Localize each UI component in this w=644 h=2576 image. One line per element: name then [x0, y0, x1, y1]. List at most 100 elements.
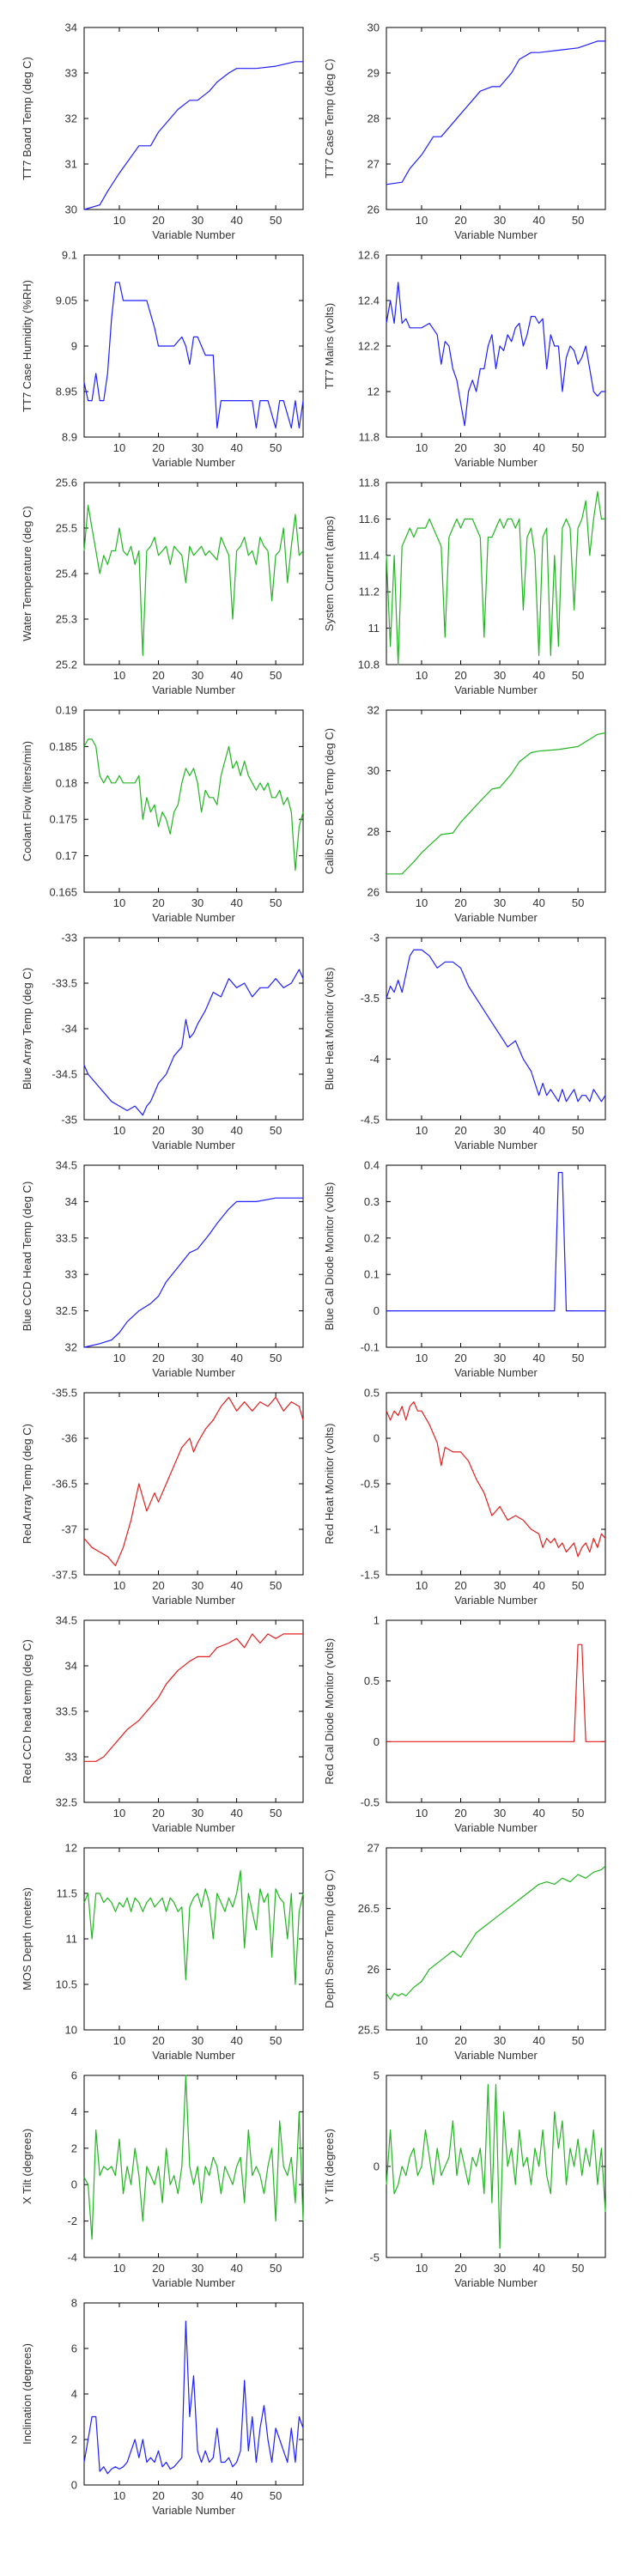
- x-tick-label: 50: [270, 2034, 282, 2047]
- y-axis-label: Red Cal Diode Monitor (volts): [323, 1638, 336, 1785]
- y-tick-label: 6: [71, 2069, 77, 2082]
- x-tick-label: 10: [416, 669, 428, 682]
- chart-panel: 10 20 30 40 50 11.8 12 12.2 12.4 12.6 Variable Num…: [323, 249, 606, 469]
- series-line: [386, 1643, 605, 1742]
- x-axis-label: Variable Number: [152, 683, 235, 696]
- x-tick-label: 50: [270, 441, 282, 454]
- x-tick-label: 20: [454, 1807, 466, 1820]
- y-tick-label: 0.3: [364, 1195, 380, 1208]
- x-tick-label: 50: [572, 669, 584, 682]
- y-tick-label: -34.5: [52, 1068, 77, 1081]
- plot-frame: [386, 254, 606, 438]
- x-tick-label: 50: [572, 214, 584, 227]
- series-line: [386, 1865, 606, 2001]
- x-tick-label: 40: [230, 1352, 242, 1364]
- y-tick-label: -1.5: [361, 1569, 380, 1582]
- y-tick-label: 9.1: [62, 249, 77, 262]
- y-axis-label: Blue Array Temp (deg C): [21, 968, 33, 1090]
- x-tick-label: 20: [454, 214, 466, 227]
- chart-panel: 10 20 30 40 50 -35 -34.5 -34 -33.5 -33 Variable Nu…: [21, 932, 304, 1151]
- y-tick-label: 10: [65, 2024, 77, 2037]
- x-tick-label: 50: [572, 1124, 584, 1137]
- x-tick-label: 50: [270, 896, 282, 909]
- y-tick-label: 30: [65, 204, 77, 216]
- y-tick-label: 2: [71, 2433, 77, 2446]
- x-tick-label: 10: [113, 669, 125, 682]
- y-tick-label: 9.05: [56, 295, 77, 307]
- x-tick-label: 10: [113, 1579, 125, 1592]
- x-axis-label: Variable Number: [454, 1821, 538, 1834]
- plot-frame: [83, 2302, 304, 2486]
- x-tick-label: 30: [494, 1807, 506, 1820]
- y-tick-label: 34: [65, 1660, 77, 1673]
- x-tick-label: 40: [532, 1579, 544, 1592]
- x-tick-label: 30: [494, 1352, 506, 1364]
- y-tick-label: 0.4: [364, 1159, 380, 1172]
- y-tick-label: 32.5: [56, 1304, 77, 1317]
- x-axis-label: Variable Number: [454, 683, 538, 696]
- chart-panel: 10 20 30 40 50 0 2 4 6 8 Variable Number Inclinatio…: [21, 2297, 304, 2517]
- y-tick-label: 0.1: [364, 1268, 380, 1281]
- x-axis-label: Variable Number: [152, 228, 235, 241]
- x-tick-label: 20: [152, 214, 164, 227]
- x-tick-label: 40: [230, 1807, 242, 1820]
- y-tick-label: 1: [374, 1614, 380, 1627]
- plot-frame: [83, 709, 304, 893]
- y-tick-label: -0.5: [361, 1796, 380, 1809]
- y-tick-label: 0.5: [364, 1387, 380, 1400]
- y-tick-label: 25.5: [56, 522, 77, 535]
- y-axis-label: TT7 Case Temp (deg C): [323, 58, 336, 178]
- chart-panel: 10 20 30 40 50 10.8 11 11.2 11.4 11.6 11.8 Variable…: [323, 477, 606, 696]
- chart-panel: 10 20 30 40 50 30 31 32 33 34 Variable Number TT7 B…: [21, 21, 304, 241]
- y-tick-label: 0.165: [49, 886, 77, 899]
- y-tick-label: 12.4: [358, 295, 380, 307]
- y-tick-label: 33: [65, 1751, 77, 1764]
- x-tick-label: 40: [532, 2034, 544, 2047]
- x-tick-label: 10: [416, 441, 428, 454]
- y-tick-label: 32: [65, 112, 77, 125]
- y-axis-label: Blue CCD Head Temp (deg C): [21, 1182, 33, 1332]
- chart-panel: 10 20 30 40 50 -1.5 -1 -0.5 0 0.5 Variable Number R…: [323, 1387, 606, 1607]
- y-tick-label: 11.5: [57, 1887, 77, 1900]
- y-tick-label: 11.8: [359, 431, 380, 444]
- x-tick-label: 40: [230, 2489, 242, 2502]
- x-axis-label: Variable Number: [152, 1366, 235, 1379]
- y-tick-label: 0.2: [364, 1231, 380, 1244]
- y-tick-label: -35: [61, 1114, 77, 1127]
- x-tick-label: 40: [532, 1807, 544, 1820]
- x-tick-label: 20: [152, 1352, 164, 1364]
- y-tick-label: 33.5: [56, 1705, 77, 1718]
- x-tick-label: 40: [230, 669, 242, 682]
- series-line: [83, 738, 304, 872]
- y-axis-label: TT7 Case Humidity (%RH): [21, 280, 33, 412]
- y-tick-label: -36.5: [52, 1478, 77, 1491]
- y-tick-label: 25.3: [56, 613, 77, 626]
- x-tick-label: 40: [532, 896, 544, 909]
- y-tick-label: -34: [61, 1023, 77, 1036]
- y-tick-label: -1: [369, 1523, 380, 1536]
- x-tick-label: 40: [230, 214, 242, 227]
- chart-panel: 10 20 30 40 50 26 28 30 32 Variable Number Calib S…: [323, 704, 606, 924]
- y-axis-label: TT7 Mains (volts): [323, 303, 336, 389]
- x-axis-label: Variable Number: [152, 2049, 235, 2062]
- series-line: [386, 282, 605, 427]
- plot-frame: [83, 1392, 304, 1576]
- y-tick-label: 0: [71, 2178, 77, 2191]
- x-axis-label: Variable Number: [454, 1594, 538, 1607]
- x-tick-label: 30: [191, 214, 204, 227]
- x-tick-label: 50: [572, 1579, 584, 1592]
- y-axis-label: Red CCD head temp (deg C): [21, 1639, 33, 1783]
- y-tick-label: 6: [71, 2342, 77, 2355]
- y-tick-label: 0.18: [56, 776, 77, 789]
- y-tick-label: 0.19: [56, 704, 77, 717]
- y-tick-label: 12: [368, 386, 380, 398]
- x-tick-label: 20: [454, 669, 466, 682]
- y-tick-label: 0.17: [56, 849, 77, 862]
- y-tick-label: -37: [61, 1523, 77, 1536]
- y-tick-label: 0.5: [364, 1674, 380, 1687]
- series-line: [83, 1396, 304, 1567]
- x-tick-label: 40: [230, 1579, 242, 1592]
- y-tick-label: 25.6: [56, 477, 77, 489]
